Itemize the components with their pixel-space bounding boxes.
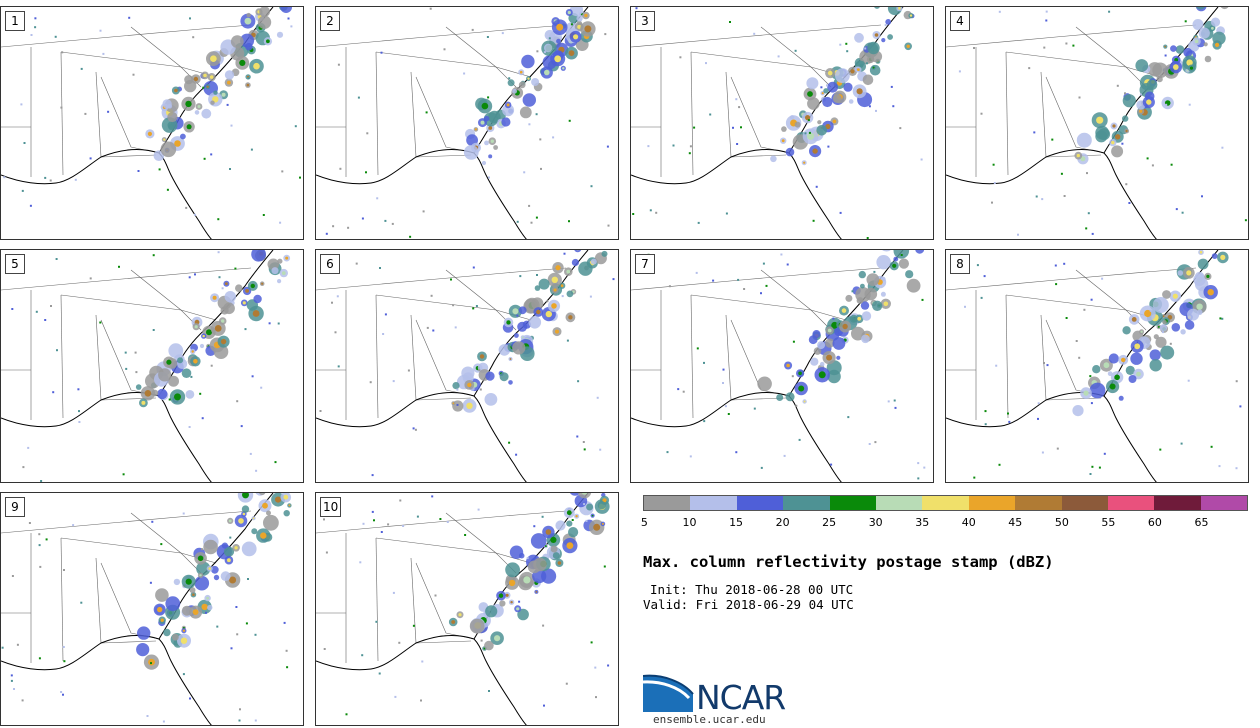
- ncar-logo-icon: [643, 674, 694, 712]
- panel-number: 4: [950, 11, 970, 31]
- figure-title: Max. column reflectivity postage stamp (…: [643, 553, 1054, 571]
- colorbar-segment: [922, 496, 969, 510]
- reflectivity-colorbar: [643, 495, 1248, 511]
- colorbar-tick-label: 65: [1194, 516, 1209, 529]
- stamp-panel-7: 7: [630, 249, 934, 483]
- colorbar-segment: [1200, 496, 1248, 510]
- colorbar-tick-label: 15: [729, 516, 744, 529]
- colorbar-tick-label: 50: [1054, 516, 1069, 529]
- reflectivity-map: [316, 7, 610, 239]
- reflectivity-map: [946, 250, 1242, 482]
- colorbar-tick-label: 45: [1008, 516, 1023, 529]
- reflectivity-map: [946, 7, 1247, 239]
- panel-number: 3: [635, 11, 655, 31]
- panel-number: 10: [320, 497, 342, 517]
- valid-time: Valid: Fri 2018-06-29 04 UTC: [643, 597, 854, 612]
- panel-number: 6: [320, 254, 340, 274]
- reflectivity-map: [631, 7, 923, 239]
- stamp-panel-3: 3: [630, 6, 934, 240]
- panel-number: 9: [5, 497, 25, 517]
- colorbar-segment: [829, 496, 876, 510]
- colorbar-tick-label: 60: [1147, 516, 1162, 529]
- panel-number: 7: [635, 254, 655, 274]
- panel-number: 2: [320, 11, 340, 31]
- reflectivity-map: [1, 493, 292, 725]
- colorbar-tick-label: 55: [1101, 516, 1116, 529]
- ncar-logo-text: NCAR: [696, 678, 786, 717]
- stamp-panel-1: 1: [0, 6, 304, 240]
- colorbar-tick-label: 30: [868, 516, 883, 529]
- stamp-panel-6: 6: [315, 249, 619, 483]
- colorbar-segment: [644, 496, 691, 510]
- colorbar-segment: [736, 496, 784, 510]
- stamp-panel-2: 2: [315, 6, 619, 240]
- stamp-panel-10: 10: [315, 492, 619, 726]
- colorbar-segment: [968, 496, 1016, 510]
- colorbar-tick-label: 25: [822, 516, 837, 529]
- panel-number: 8: [950, 254, 970, 274]
- stamp-panel-4: 4: [945, 6, 1249, 240]
- stamp-panel-5: 5: [0, 249, 304, 483]
- colorbar-tick-label: 20: [775, 516, 790, 529]
- colorbar-segment: [1107, 496, 1155, 510]
- colorbar-segment: [690, 496, 737, 510]
- colorbar-tick-label: 10: [682, 516, 697, 529]
- colorbar-tick-label: 40: [961, 516, 976, 529]
- reflectivity-map: [631, 250, 926, 482]
- colorbar-tick-label: 35: [915, 516, 930, 529]
- colorbar-segment: [875, 496, 923, 510]
- reflectivity-map: [316, 250, 615, 482]
- reflectivity-map: [1, 7, 301, 239]
- reflectivity-map: [316, 493, 610, 725]
- stamp-panel-9: 9: [0, 492, 304, 726]
- reflectivity-map: [1, 250, 291, 482]
- site-url: ensemble.ucar.edu: [653, 713, 766, 726]
- init-time: Init: Thu 2018-06-28 00 UTC: [650, 582, 854, 597]
- colorbar-tick-labels: 5 10 15 20 25 30 35 40 45 50 55 60 65: [640, 516, 1248, 530]
- colorbar-segment: [1061, 496, 1108, 510]
- panel-number: 5: [5, 254, 25, 274]
- panel-number: 1: [5, 11, 25, 31]
- stamp-panel-8: 8: [945, 249, 1249, 483]
- colorbar-segment: [1015, 496, 1062, 510]
- colorbar-tick-label: 5: [640, 516, 648, 529]
- colorbar-segment: [1154, 496, 1201, 510]
- colorbar-segment: [783, 496, 830, 510]
